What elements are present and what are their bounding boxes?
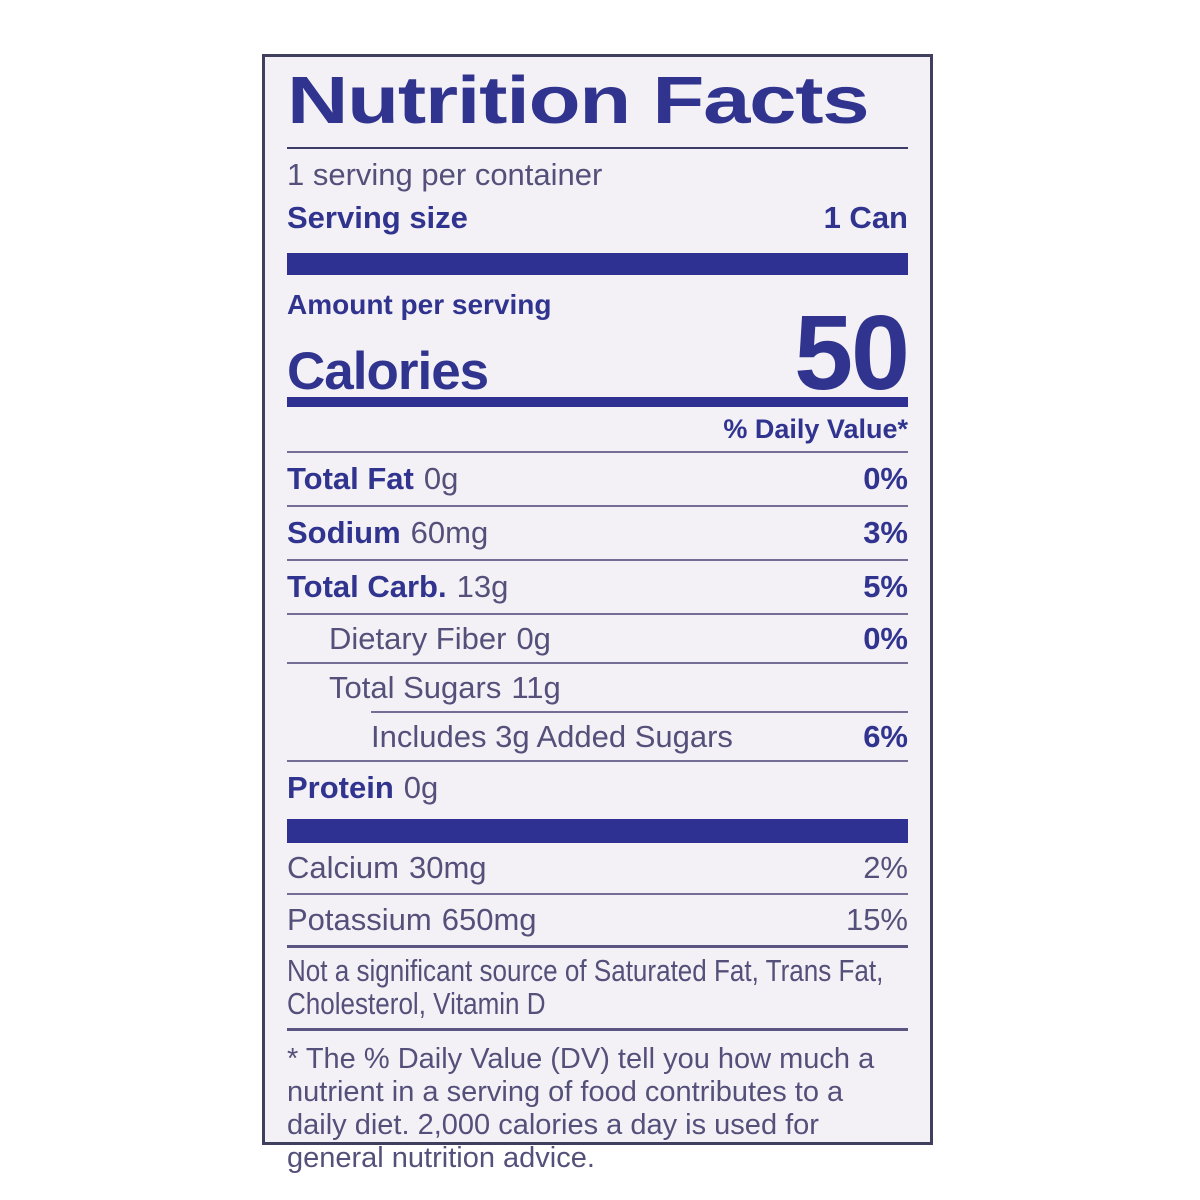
nutrient-amount: 0g <box>516 621 551 656</box>
nutrient-row-dietary-fiber: Dietary Fiber 0g 0% <box>287 615 908 662</box>
label-title-block: Nutrition Facts <box>287 57 908 149</box>
mineral-dv: 15% <box>845 902 908 937</box>
nutrient-name: Sodium 60mg <box>287 515 489 550</box>
divider <box>287 505 908 507</box>
nutrient-dv: 0% <box>863 621 908 656</box>
mineral-amount: 650mg <box>441 902 537 937</box>
divider <box>287 662 908 664</box>
mineral-name: Potassium 650mg <box>287 902 537 937</box>
serving-size-row: Serving size 1 Can <box>287 197 908 239</box>
section-divider-bar-top <box>287 253 908 275</box>
serving-size-value: 1 Can <box>823 200 908 235</box>
nutrient-name: Dietary Fiber 0g <box>329 621 551 656</box>
nutrient-row-protein: Protein 0g <box>287 762 908 814</box>
divider-heavy <box>287 1028 908 1031</box>
divider <box>287 613 908 615</box>
calories-value: 50 <box>794 294 910 412</box>
nutrient-row-sodium: Sodium 60mg 3% <box>287 507 908 559</box>
minerals-section: Calcium 30mg 2% Potassium 650mg 15% <box>287 843 908 945</box>
divider <box>287 893 908 895</box>
divider <box>287 559 908 561</box>
nutrient-amount: 0g <box>423 461 459 496</box>
mineral-amount: 30mg <box>408 850 487 885</box>
nutrient-name: Total Fat 0g <box>287 461 459 496</box>
mineral-dv: 2% <box>863 850 908 885</box>
label-title: Nutrition Facts <box>287 63 870 138</box>
daily-value-header: % Daily Value* <box>723 414 908 444</box>
servings-per-container: 1 serving per container <box>287 157 603 192</box>
not-significant-note: Not a significant source of Saturated Fa… <box>287 953 884 1021</box>
nutrient-name: Total Sugars 11g <box>329 670 561 705</box>
nutrient-row-total-sugars: Total Sugars 11g <box>287 664 908 711</box>
nutrient-row-total-fat: Total Fat 0g 0% <box>287 453 908 505</box>
nutrient-name: Protein 0g <box>287 770 439 805</box>
nutrient-dv: 0% <box>863 461 908 496</box>
nutrient-amount: 60mg <box>410 515 489 550</box>
divider <box>287 760 908 762</box>
nutrient-amount: 11g <box>511 670 561 705</box>
section-divider-bar-bottom <box>287 819 908 843</box>
nutrient-amount: 13g <box>456 569 509 604</box>
nutrient-dv: 3% <box>863 515 908 550</box>
daily-value-footnote: * The % Daily Value (DV) tell you how mu… <box>287 1043 875 1174</box>
mineral-row-potassium: Potassium 650mg 15% <box>287 895 908 945</box>
divider-indented <box>371 711 908 713</box>
nutrient-row-added-sugars: Includes 3g Added Sugars 6% <box>287 713 908 760</box>
nutrient-dv: 6% <box>863 719 908 754</box>
divider <box>287 451 908 453</box>
mineral-name: Calcium 30mg <box>287 850 487 885</box>
nutrient-amount: 0g <box>403 770 439 805</box>
divider-heavy <box>287 945 908 948</box>
nutrient-row-total-carb: Total Carb. 13g 5% <box>287 561 908 613</box>
not-significant-block: Not a significant source of Saturated Fa… <box>287 948 908 1028</box>
serving-size-label: Serving size <box>287 200 468 235</box>
calories-label: Calories <box>287 342 489 401</box>
calories-row: Calories 50 <box>287 294 910 412</box>
nutrient-name: Total Carb. 13g <box>287 569 509 604</box>
section-divider-bar-calories <box>287 397 908 407</box>
nutrition-facts-label: Nutrition Facts 1 serving per container … <box>262 54 933 1174</box>
amount-per-serving-label: Amount per serving <box>287 289 552 320</box>
nutrient-dv: 5% <box>863 569 908 604</box>
nutrient-name: Includes 3g Added Sugars <box>371 719 733 754</box>
mineral-row-calcium: Calcium 30mg 2% <box>287 843 908 893</box>
